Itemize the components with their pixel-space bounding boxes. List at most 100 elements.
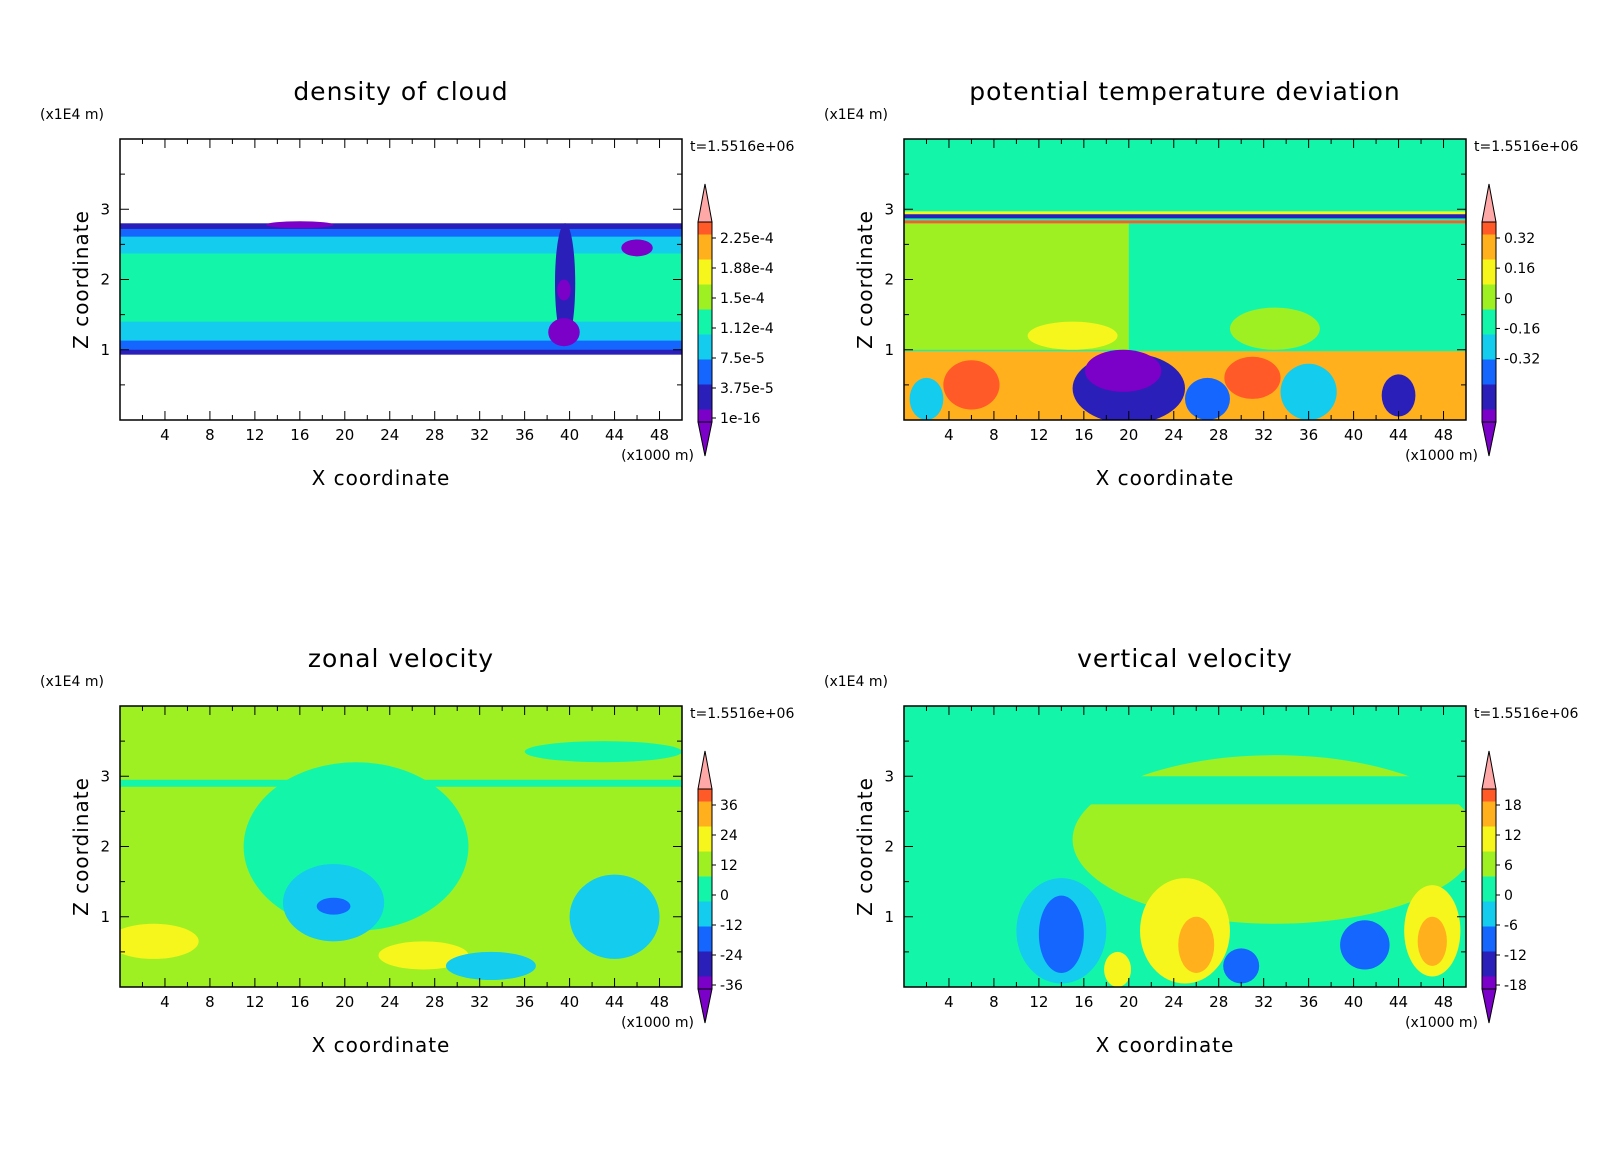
colorbar-segment — [1482, 409, 1496, 423]
x-tick-label: 20 — [335, 993, 354, 1011]
colorbar-segment — [698, 384, 712, 398]
colorbar-label: 1.88e-4 — [720, 261, 774, 277]
colorbar-segment — [1482, 876, 1496, 890]
colorbar-frame — [697, 788, 713, 990]
contour-region — [1224, 356, 1281, 399]
chart-panel-2: potential temperature deviation (x1E4 m) t… — [824, 77, 1578, 490]
contour-region — [524, 741, 682, 763]
colorbar-segment — [698, 334, 712, 348]
y-tick-label: 1 — [100, 341, 110, 359]
colorbar-segment — [698, 976, 712, 990]
y-tick-label: 2 — [884, 838, 894, 856]
y-axis-label: Z coordinate — [69, 210, 93, 349]
x-axis-label: X coordinate — [1096, 1033, 1235, 1057]
x-tick-label: 12 — [245, 426, 264, 444]
colorbar-label: -36 — [720, 978, 743, 994]
contour-region — [909, 377, 944, 420]
contour-region — [1229, 307, 1320, 350]
y-axis-label: Z coordinate — [853, 210, 877, 349]
heatmap-field — [904, 139, 1466, 420]
colorbar-segment — [1482, 272, 1496, 285]
colorbar-label: -0.16 — [1504, 321, 1540, 337]
x-tick-label: 8 — [989, 426, 999, 444]
colorbar-label: 0.32 — [1504, 231, 1535, 247]
x-tick-label: 28 — [1209, 993, 1228, 1011]
x-tick-label: 4 — [160, 426, 170, 444]
colorbar-label: 2.25e-4 — [720, 231, 774, 247]
colorbar-segment — [698, 259, 712, 273]
x-tick-label: 4 — [944, 426, 954, 444]
contour-region — [120, 923, 199, 959]
colorbar-label: -24 — [720, 948, 743, 964]
colorbar-label: 0 — [720, 888, 729, 904]
chart-title: density of cloud — [293, 77, 508, 106]
colorbar-frame — [1481, 788, 1497, 990]
contour-region — [557, 279, 571, 301]
y-tick-label: 2 — [100, 271, 110, 289]
colorbar-segment — [698, 347, 712, 360]
colorbar-label: 24 — [720, 828, 738, 844]
colorbar-label: -0.32 — [1504, 352, 1540, 368]
y-unit-label: (x1E4 m) — [824, 674, 888, 690]
x-tick-label: 36 — [515, 993, 534, 1011]
y-tick-label: 2 — [884, 271, 894, 289]
x-tick-label: 32 — [1254, 993, 1273, 1011]
contour-region — [1280, 363, 1337, 420]
colorbar-segment — [1482, 247, 1496, 260]
contour-region — [1340, 920, 1390, 970]
colorbar-label: 0.16 — [1504, 261, 1535, 277]
contour-region — [1381, 374, 1416, 417]
colorbar-segment — [698, 926, 712, 940]
colorbar-segment — [1482, 359, 1496, 373]
x-tick-label: 48 — [1434, 993, 1453, 1011]
colorbar-label: -12 — [1504, 948, 1527, 964]
y-tick-label: 1 — [884, 908, 894, 926]
heatmap-field — [120, 221, 682, 355]
contour-region — [1223, 948, 1260, 984]
colorbar-top-arrow — [1481, 750, 1497, 790]
time-label: t=1.5516e+06 — [1474, 706, 1578, 722]
x-unit-label: (x1000 m) — [1405, 448, 1478, 464]
x-tick-label: 8 — [205, 426, 215, 444]
contour-region — [378, 941, 469, 970]
colorbar-top-arrow — [1481, 183, 1497, 223]
colorbar-segment — [698, 889, 712, 902]
x-tick-label: 40 — [560, 426, 579, 444]
x-tick-label: 20 — [335, 426, 354, 444]
colorbar-segment — [698, 939, 712, 952]
heatmap-field — [904, 706, 1466, 987]
colorbar-label: -6 — [1504, 918, 1518, 934]
colorbar-label: 12 — [1504, 828, 1522, 844]
colorbar-segment — [698, 801, 712, 815]
colorbar-segment — [698, 951, 712, 965]
x-tick-label: 12 — [245, 993, 264, 1011]
x-tick-label: 40 — [560, 993, 579, 1011]
colorbar-segment — [698, 851, 712, 865]
x-tick-label: 40 — [1344, 426, 1363, 444]
colorbar-label: 12 — [720, 858, 738, 874]
colorbar-segment — [698, 901, 712, 915]
x-unit-label: (x1000 m) — [621, 448, 694, 464]
heatmap-field — [120, 706, 682, 987]
y-tick-label: 2 — [100, 838, 110, 856]
chart-panel-4: vertical velocity(x1E4 m)t=1.5516e+064 8 1… — [824, 644, 1578, 1057]
colorbar-segment — [1482, 222, 1496, 235]
x-tick-label: 4 — [944, 993, 954, 1011]
chart-title: zonal velocity — [308, 644, 494, 673]
colorbar-segment — [698, 839, 712, 852]
contour-region — [569, 874, 660, 959]
contour-region — [904, 211, 1466, 215]
chart-panel-3: zonal velocity(x1E4 m)t=1.5516e+064 8 12 16… — [40, 644, 794, 1057]
colorbar-segment — [698, 322, 712, 335]
x-tick-label: 28 — [425, 993, 444, 1011]
colorbar-segment — [1482, 309, 1496, 323]
colorbar-segment — [1482, 801, 1496, 815]
colorbar-label: 1e-16 — [720, 411, 760, 427]
colorbar-segment — [698, 789, 712, 802]
colorbar-segment — [1482, 901, 1496, 915]
x-tick-label: 36 — [1299, 993, 1318, 1011]
colorbar-segment — [698, 814, 712, 827]
x-tick-label: 44 — [605, 426, 624, 444]
x-axis-label: X coordinate — [312, 466, 451, 490]
contour-region — [445, 951, 536, 980]
